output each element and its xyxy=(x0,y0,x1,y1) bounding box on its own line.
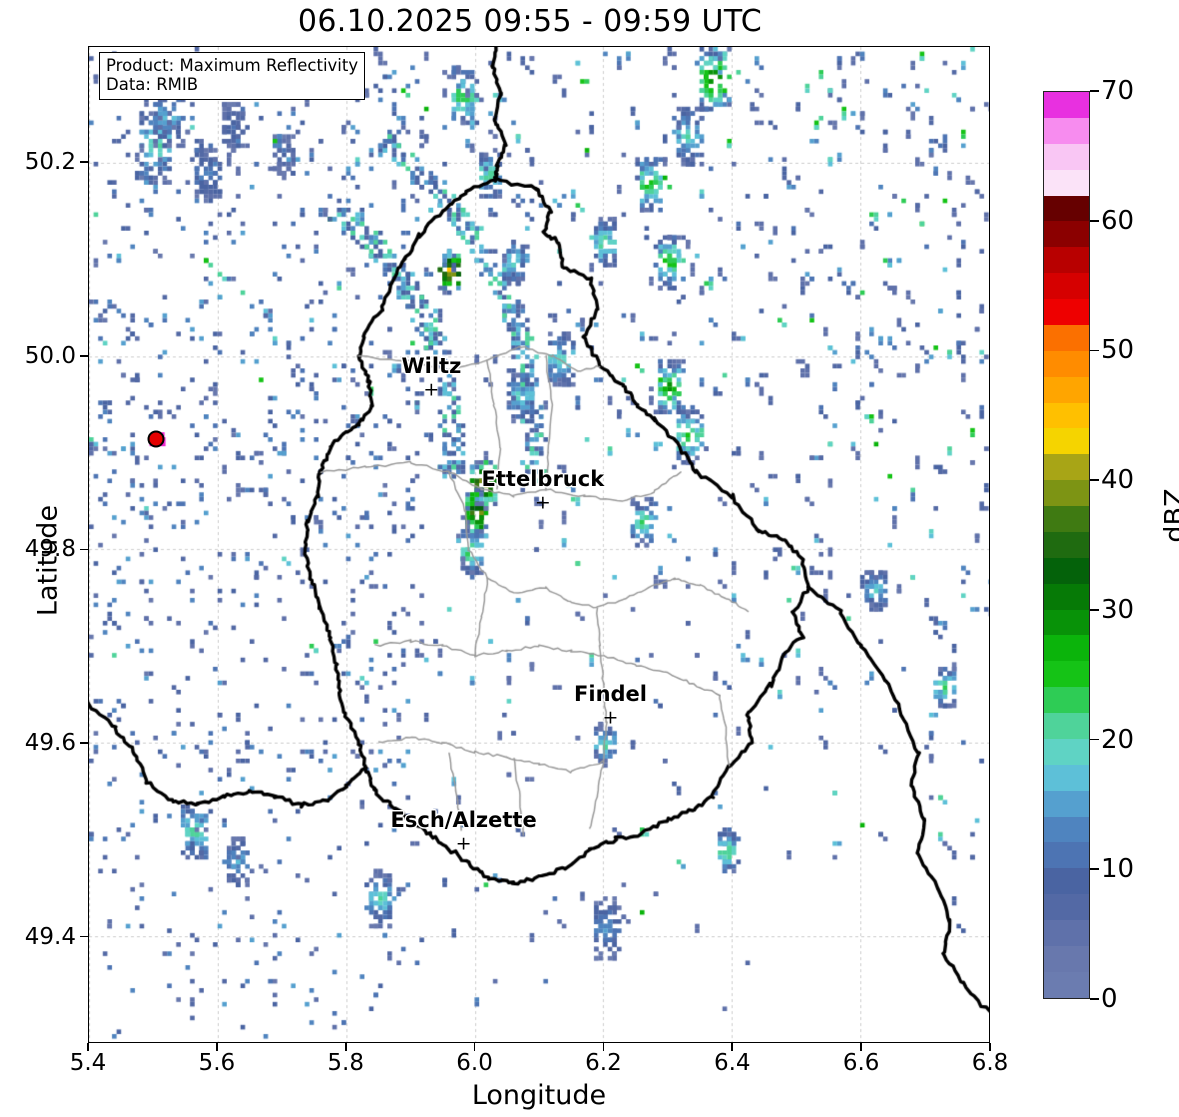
colorbar-tick-label: 70 xyxy=(1101,76,1135,106)
colorbar-tick-mark xyxy=(1090,608,1099,611)
city-marker-cross: + xyxy=(423,378,440,401)
data-source-line: Data: RMIB xyxy=(106,75,199,95)
colorbar-tick-label: 10 xyxy=(1101,854,1135,885)
radar-site-marker xyxy=(147,430,165,448)
colorbar-tick-label: 0 xyxy=(1101,984,1118,1014)
colorbar-segment xyxy=(1044,350,1089,377)
colorbar-segment xyxy=(1044,402,1089,429)
city-marker-cross: + xyxy=(534,491,551,514)
x-tick-label: 6.0 xyxy=(456,1050,493,1076)
city-label: Ettelbruck xyxy=(481,466,605,491)
x-tick-mark xyxy=(87,1043,89,1051)
colorbar-segment xyxy=(1044,221,1089,248)
y-tick-mark xyxy=(80,935,88,938)
y-tick-mark xyxy=(80,161,88,163)
colorbar-segment xyxy=(1044,117,1089,144)
colorbar-segment xyxy=(1044,428,1089,455)
colorbar-tick-mark xyxy=(1090,738,1099,741)
city-marker-cross: + xyxy=(602,706,619,729)
colorbar-segment xyxy=(1044,842,1089,869)
colorbar-tick-label: 40 xyxy=(1101,465,1135,496)
colorbar-segment xyxy=(1044,738,1089,765)
colorbar-segment xyxy=(1044,480,1089,506)
colorbar-segment xyxy=(1044,247,1089,274)
colorbar-segment xyxy=(1044,894,1089,920)
colorbar-segment xyxy=(1044,920,1089,946)
colorbar-segment xyxy=(1044,764,1089,791)
colorbar-segment xyxy=(1044,713,1089,739)
colorbar-tick-mark xyxy=(1090,998,1099,1000)
city-label: Esch/Alzette xyxy=(390,807,537,832)
colorbar-segment xyxy=(1044,687,1089,713)
colorbar-title: dBZ xyxy=(1159,488,1179,543)
x-tick-mark xyxy=(860,1043,862,1051)
x-tick-mark xyxy=(473,1043,476,1051)
city-label: Findel xyxy=(574,681,647,706)
colorbar-segment xyxy=(1044,816,1089,843)
colorbar-tick-mark xyxy=(1090,479,1099,482)
colorbar-tick-label: 20 xyxy=(1101,724,1135,755)
colorbar-segment xyxy=(1044,506,1089,532)
x-tick-label: 6.6 xyxy=(842,1050,880,1076)
x-tick-mark xyxy=(344,1043,347,1051)
x-tick-mark xyxy=(216,1043,218,1051)
colorbar-segment xyxy=(1044,92,1089,118)
product-info-box: Product: Maximum Reflectivity Data: RMIB xyxy=(99,52,366,100)
x-tick-label: 6.8 xyxy=(971,1050,1009,1076)
colorbar-segment xyxy=(1044,273,1089,299)
y-tick-label: 50.2 xyxy=(24,149,76,176)
colorbar-segment xyxy=(1044,557,1089,584)
colorbar-segment xyxy=(1044,661,1089,688)
colorbar-tick-label: 60 xyxy=(1101,205,1135,236)
colorbar-tick-mark xyxy=(1090,219,1099,222)
colorbar-tick-label: 50 xyxy=(1101,335,1135,366)
city-marker-cross: + xyxy=(455,832,472,855)
y-tick-label: 50.0 xyxy=(24,342,76,369)
colorbar-segment xyxy=(1044,945,1089,972)
colorbar-tick-mark xyxy=(1090,868,1099,871)
x-tick-label: 5.6 xyxy=(198,1050,236,1076)
colorbar-segment xyxy=(1044,454,1089,481)
colorbar-segment xyxy=(1044,195,1089,222)
y-tick-label: 49.4 xyxy=(24,923,76,950)
country-border-layer xyxy=(89,47,989,1042)
city-label: Wiltz xyxy=(401,353,462,378)
colorbar-tick-mark xyxy=(1090,349,1099,352)
colorbar-segment xyxy=(1044,169,1089,196)
y-tick-mark xyxy=(80,548,88,551)
colorbar-segment xyxy=(1044,299,1089,325)
product-line: Product: Maximum Reflectivity xyxy=(106,56,359,75)
colorbar-segment xyxy=(1044,609,1089,636)
x-tick-mark xyxy=(602,1043,605,1051)
y-tick-label: 49.8 xyxy=(24,536,76,563)
x-tick-mark xyxy=(731,1043,734,1051)
y-tick-label: 49.6 xyxy=(24,729,76,756)
x-tick-label: 5.8 xyxy=(327,1050,364,1076)
colorbar-tick-label: 30 xyxy=(1101,594,1135,625)
colorbar-segment xyxy=(1044,531,1089,558)
page-title: 06.10.2025 09:55 - 09:59 UTC xyxy=(297,4,763,39)
x-tick-label: 6.2 xyxy=(585,1050,622,1076)
x-tick-label: 5.4 xyxy=(69,1050,107,1076)
y-tick-mark xyxy=(80,354,88,357)
colorbar-segment xyxy=(1044,324,1089,351)
colorbar-segment xyxy=(1044,971,1089,998)
y-tick-mark xyxy=(80,742,88,744)
x-tick-label: 6.4 xyxy=(713,1050,751,1076)
colorbar-segment xyxy=(1044,790,1089,817)
x-tick-mark xyxy=(989,1043,991,1051)
colorbar-segment xyxy=(1044,635,1089,662)
colorbar-tick-mark xyxy=(1090,90,1099,92)
colorbar-segment xyxy=(1044,376,1089,403)
colorbar xyxy=(1043,91,1090,999)
colorbar-segment xyxy=(1044,868,1089,895)
colorbar-segment xyxy=(1044,583,1089,610)
colorbar-segment xyxy=(1044,143,1089,170)
radar-map-plot[interactable] xyxy=(88,46,990,1043)
x-axis-label: Longitude xyxy=(471,1080,607,1111)
